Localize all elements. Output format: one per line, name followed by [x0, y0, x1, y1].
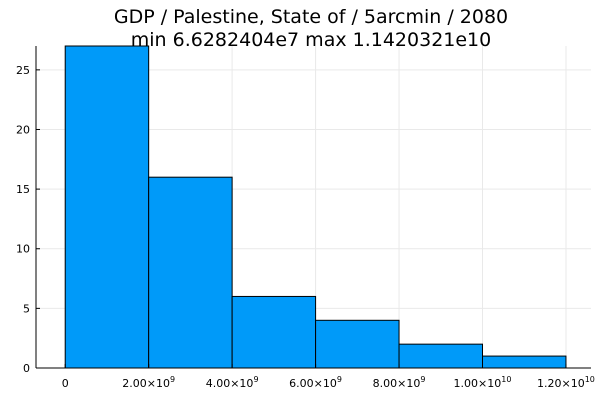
histogram-bar	[148, 176, 233, 369]
histogram-bar	[315, 319, 400, 369]
chart-title-line-1: GDP / Palestine, State of / 5arcmin / 20…	[114, 6, 508, 28]
histogram-bar	[231, 295, 317, 369]
y-tick-label: 25	[16, 64, 30, 77]
histogram-bar	[398, 343, 484, 369]
x-tick-label: 8.00×109	[373, 375, 426, 390]
tick-labels: 0 5 10 15 20 25 0 2.00×109 4.00×109 6.00×109 8.00×…	[16, 64, 595, 390]
histogram-bar	[64, 45, 150, 369]
histogram-bar	[482, 355, 567, 369]
y-tick-label: 15	[16, 183, 30, 196]
chart-title-line-2: min 6.6282404e7 max 1.1420321e10	[131, 29, 491, 51]
y-tick-label: 10	[16, 243, 30, 256]
axes	[35, 46, 591, 369]
histogram-bars	[64, 45, 567, 369]
x-tick-label: 4.00×109	[206, 375, 259, 390]
y-tick-label: 20	[16, 123, 30, 136]
x-tick-label: 6.00×109	[289, 375, 342, 390]
y-tick-label: 0	[23, 362, 30, 375]
x-tick-label: 2.00×109	[122, 375, 175, 390]
x-tick-label: 1.20×1010	[537, 375, 595, 390]
y-tick-label: 5	[23, 302, 30, 315]
x-tick-label: 1.00×1010	[454, 375, 512, 390]
x-tick-label: 0	[62, 377, 69, 390]
